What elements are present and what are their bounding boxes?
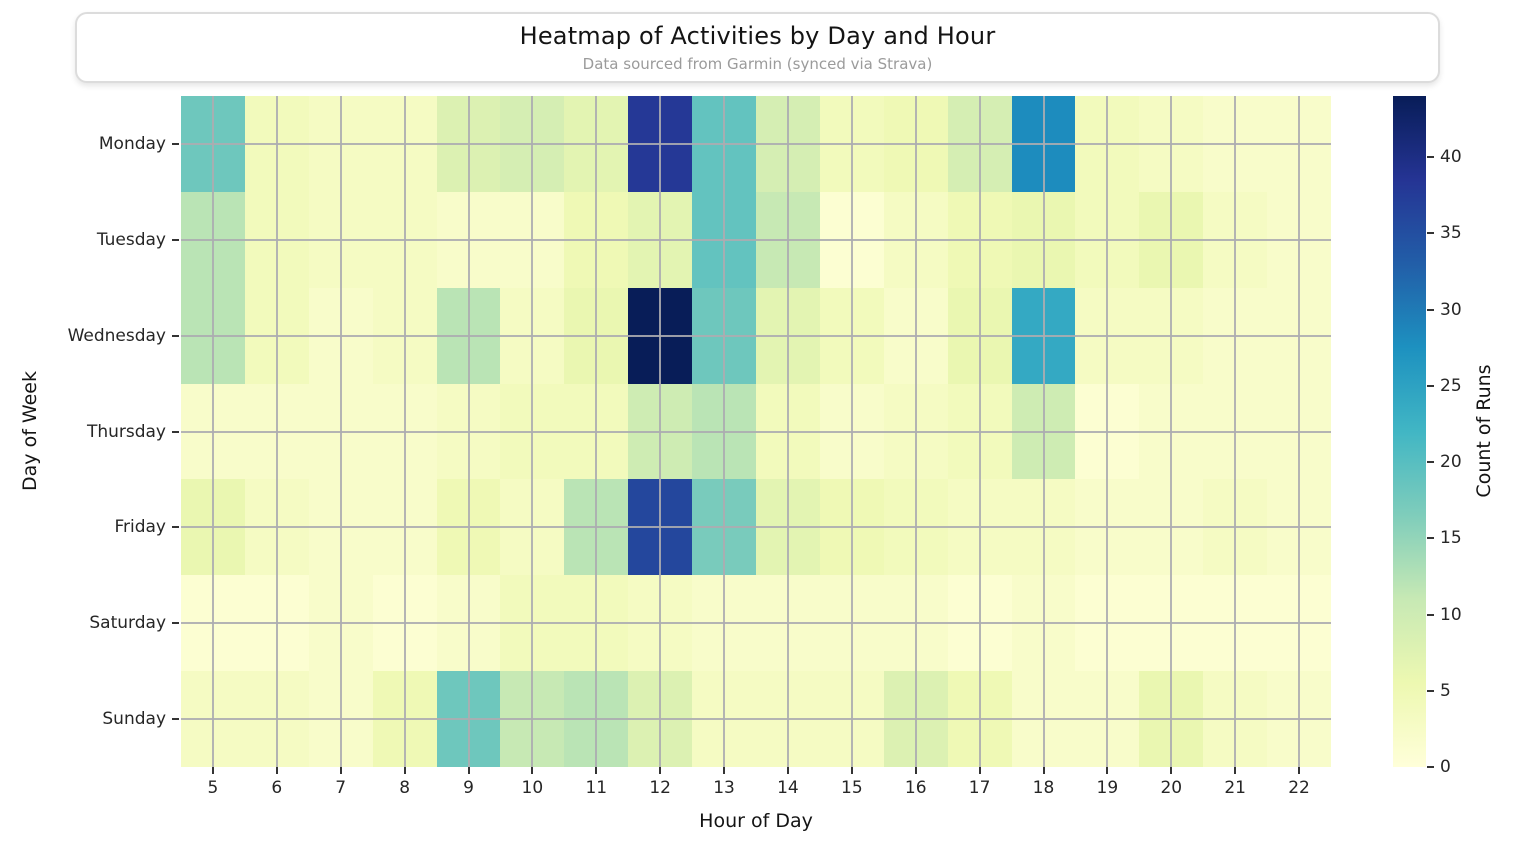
- y-tick-mark: [172, 238, 179, 241]
- x-tick-label: 21: [1224, 778, 1246, 798]
- y-tick-mark: [172, 622, 179, 625]
- y-tick-label: Tuesday: [96, 229, 166, 250]
- colorbar-tick-mark: [1427, 384, 1434, 387]
- x-tick-mark: [1234, 767, 1237, 774]
- x-tick-mark: [211, 767, 214, 774]
- x-tick-mark: [1170, 767, 1173, 774]
- x-tick-mark: [1298, 767, 1301, 774]
- y-tick-label: Sunday: [102, 709, 166, 730]
- grid-line-horizontal: [181, 622, 1331, 625]
- y-tick-label: Saturday: [89, 613, 166, 634]
- x-tick-label: 19: [1096, 778, 1119, 798]
- grid-line-horizontal: [181, 142, 1331, 145]
- x-tick-label: 15: [841, 778, 863, 798]
- x-tick-label: 18: [1032, 778, 1055, 798]
- x-tick-label: 7: [335, 778, 347, 798]
- x-tick-label: 20: [1160, 778, 1183, 798]
- chart-subtitle: Data sourced from Garmin (synced via Str…: [582, 55, 933, 73]
- x-tick-label: 14: [777, 778, 799, 798]
- colorbar-tick-mark: [1427, 537, 1434, 540]
- x-tick-label: 13: [713, 778, 735, 798]
- x-tick-label: 11: [585, 778, 608, 798]
- x-tick-mark: [531, 767, 534, 774]
- colorbar-tick-label: 25: [1440, 375, 1462, 396]
- grid-line-horizontal: [181, 238, 1331, 241]
- grid-line-horizontal: [181, 334, 1331, 337]
- colorbar-tick-mark: [1427, 232, 1434, 235]
- heatmap-plot-area: [181, 96, 1331, 767]
- colorbar-tick-label: 15: [1440, 528, 1462, 549]
- colorbar-tick-label: 0: [1440, 757, 1451, 777]
- colorbar-tick-mark: [1427, 766, 1434, 768]
- y-tick-mark: [172, 718, 179, 721]
- x-tick-label: 17: [968, 778, 991, 798]
- colorbar-tick-mark: [1427, 461, 1434, 463]
- colorbar-tick-label: 30: [1440, 299, 1462, 320]
- y-tick-mark: [172, 526, 179, 529]
- x-tick-mark: [723, 767, 726, 774]
- colorbar-tick-label: 35: [1440, 223, 1462, 244]
- x-axis-title: Hour of Day: [699, 810, 813, 832]
- y-tick-mark: [172, 142, 179, 145]
- y-tick-mark: [172, 334, 179, 337]
- chart-title: Heatmap of Activities by Day and Hour: [519, 22, 996, 50]
- x-tick-mark: [467, 767, 470, 774]
- x-tick-label: 10: [521, 778, 544, 798]
- x-tick-mark: [978, 767, 981, 774]
- grid-line-horizontal: [181, 526, 1331, 529]
- x-tick-label: 12: [649, 778, 671, 798]
- x-tick-mark: [914, 767, 917, 774]
- y-tick-mark: [172, 430, 179, 433]
- x-tick-mark: [275, 767, 278, 774]
- y-tick-label: Thursday: [86, 421, 166, 442]
- x-tick-label: 8: [399, 778, 411, 798]
- colorbar-tick-label: 20: [1440, 452, 1462, 472]
- y-tick-label: Wednesday: [67, 325, 166, 346]
- x-tick-label: 9: [463, 778, 474, 798]
- colorbar-tick-label: 10: [1440, 604, 1462, 625]
- x-tick-label: 16: [904, 778, 927, 798]
- colorbar-tick-mark: [1427, 689, 1434, 692]
- x-tick-label: 5: [207, 778, 219, 798]
- title-box: Heatmap of Activities by Day and Hour Da…: [75, 12, 1440, 83]
- grid-line-horizontal: [181, 718, 1331, 721]
- x-tick-mark: [850, 767, 853, 774]
- colorbar-gradient: [1393, 96, 1426, 767]
- x-tick-mark: [339, 767, 342, 774]
- x-tick-label: 22: [1288, 778, 1310, 798]
- x-tick-mark: [403, 767, 406, 774]
- grid-line-horizontal: [181, 430, 1331, 433]
- x-tick-mark: [1042, 767, 1045, 774]
- y-tick-label: Monday: [98, 133, 166, 154]
- colorbar-title: Count of Runs: [1473, 364, 1495, 498]
- colorbar-tick-label: 5: [1440, 680, 1451, 701]
- x-tick-mark: [786, 767, 789, 774]
- x-tick-mark: [1106, 767, 1109, 774]
- colorbar-tick-mark: [1427, 308, 1434, 311]
- colorbar-tick-label: 40: [1440, 147, 1462, 167]
- colorbar-tick-mark: [1427, 156, 1434, 158]
- x-tick-mark: [659, 767, 662, 774]
- y-axis-title: Day of Week: [19, 371, 41, 491]
- x-tick-mark: [595, 767, 598, 774]
- colorbar-tick-mark: [1427, 613, 1434, 616]
- y-tick-label: Friday: [114, 517, 166, 538]
- x-tick-label: 6: [271, 778, 283, 798]
